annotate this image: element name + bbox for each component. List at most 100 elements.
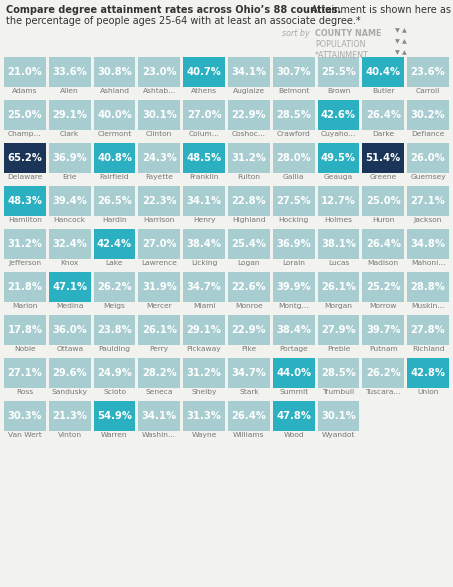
Text: 25.2%: 25.2%: [366, 282, 400, 292]
Text: Delaware: Delaware: [7, 174, 43, 180]
Text: 29.1%: 29.1%: [187, 325, 222, 335]
FancyBboxPatch shape: [362, 229, 404, 259]
FancyBboxPatch shape: [183, 229, 225, 259]
Text: 27.1%: 27.1%: [411, 196, 446, 206]
FancyBboxPatch shape: [4, 358, 46, 388]
Text: Morrow: Morrow: [370, 303, 397, 309]
Text: 34.1%: 34.1%: [231, 67, 266, 77]
Text: Geauga: Geauga: [324, 174, 353, 180]
FancyBboxPatch shape: [139, 229, 180, 259]
Text: 32.4%: 32.4%: [52, 239, 87, 249]
FancyBboxPatch shape: [362, 186, 404, 216]
Text: Clermont: Clermont: [97, 131, 132, 137]
Text: Clinton: Clinton: [146, 131, 173, 137]
Text: 39.9%: 39.9%: [276, 282, 311, 292]
FancyBboxPatch shape: [4, 401, 46, 431]
FancyBboxPatch shape: [228, 272, 270, 302]
FancyBboxPatch shape: [362, 100, 404, 130]
Text: 38.4%: 38.4%: [187, 239, 222, 249]
FancyBboxPatch shape: [228, 57, 270, 87]
Text: Seneca: Seneca: [145, 389, 173, 395]
Text: ▼: ▼: [395, 39, 400, 44]
FancyBboxPatch shape: [407, 100, 449, 130]
FancyBboxPatch shape: [407, 186, 449, 216]
Text: ▲: ▲: [402, 50, 407, 55]
Text: 34.8%: 34.8%: [410, 239, 446, 249]
Text: Lorain: Lorain: [282, 260, 305, 266]
FancyBboxPatch shape: [318, 315, 359, 345]
Text: Gallia: Gallia: [283, 174, 304, 180]
Text: Lawrence: Lawrence: [141, 260, 177, 266]
Text: 30.2%: 30.2%: [411, 110, 445, 120]
Text: Jefferson: Jefferson: [8, 260, 42, 266]
Text: the percentage of people ages 25-64 with at least an associate degree.*: the percentage of people ages 25-64 with…: [6, 16, 361, 26]
Text: Erie: Erie: [63, 174, 77, 180]
FancyBboxPatch shape: [273, 186, 314, 216]
Text: 25.5%: 25.5%: [321, 67, 356, 77]
Text: Washin...: Washin...: [142, 432, 176, 438]
Text: 34.1%: 34.1%: [187, 196, 222, 206]
Text: 48.5%: 48.5%: [187, 153, 222, 163]
FancyBboxPatch shape: [362, 272, 404, 302]
Text: 30.1%: 30.1%: [321, 411, 356, 421]
Text: Fayette: Fayette: [145, 174, 173, 180]
FancyBboxPatch shape: [228, 229, 270, 259]
Text: Morgan: Morgan: [324, 303, 352, 309]
Text: 27.5%: 27.5%: [276, 196, 311, 206]
Text: 31.9%: 31.9%: [142, 282, 177, 292]
FancyBboxPatch shape: [362, 358, 404, 388]
Text: Brown: Brown: [327, 88, 350, 94]
FancyBboxPatch shape: [318, 143, 359, 173]
Text: Madison: Madison: [368, 260, 399, 266]
Text: Tuscara...: Tuscara...: [366, 389, 401, 395]
Text: Hamilton: Hamilton: [8, 217, 42, 223]
Text: 38.4%: 38.4%: [276, 325, 311, 335]
FancyBboxPatch shape: [273, 358, 314, 388]
Text: ▲: ▲: [402, 28, 407, 33]
Text: Colum...: Colum...: [188, 131, 220, 137]
Text: Coshoc...: Coshoc...: [232, 131, 266, 137]
FancyBboxPatch shape: [139, 143, 180, 173]
FancyBboxPatch shape: [94, 358, 135, 388]
Text: 21.0%: 21.0%: [7, 67, 42, 77]
Text: 26.2%: 26.2%: [366, 368, 400, 378]
Text: 38.1%: 38.1%: [321, 239, 356, 249]
FancyBboxPatch shape: [49, 186, 91, 216]
Text: 65.2%: 65.2%: [7, 153, 42, 163]
Text: Wood: Wood: [284, 432, 304, 438]
Text: 27.1%: 27.1%: [7, 368, 42, 378]
Text: 28.0%: 28.0%: [276, 153, 311, 163]
Text: 34.1%: 34.1%: [142, 411, 177, 421]
Text: Henry: Henry: [193, 217, 215, 223]
Text: Hancock: Hancock: [53, 217, 86, 223]
Text: Sandusky: Sandusky: [52, 389, 88, 395]
FancyBboxPatch shape: [94, 143, 135, 173]
FancyBboxPatch shape: [94, 229, 135, 259]
Text: Meigs: Meigs: [104, 303, 125, 309]
FancyBboxPatch shape: [318, 186, 359, 216]
FancyBboxPatch shape: [94, 272, 135, 302]
FancyBboxPatch shape: [228, 358, 270, 388]
Text: 26.1%: 26.1%: [321, 282, 356, 292]
Text: Putnam: Putnam: [369, 346, 398, 352]
Text: Marion: Marion: [12, 303, 38, 309]
Text: Vinton: Vinton: [58, 432, 82, 438]
FancyBboxPatch shape: [139, 57, 180, 87]
Text: Guernsey: Guernsey: [410, 174, 446, 180]
Text: Shelby: Shelby: [191, 389, 217, 395]
FancyBboxPatch shape: [273, 401, 314, 431]
Text: Logan: Logan: [237, 260, 260, 266]
FancyBboxPatch shape: [407, 272, 449, 302]
Text: 27.0%: 27.0%: [187, 110, 222, 120]
Text: 26.5%: 26.5%: [97, 196, 132, 206]
Text: Lake: Lake: [106, 260, 123, 266]
FancyBboxPatch shape: [139, 401, 180, 431]
Text: 12.7%: 12.7%: [321, 196, 356, 206]
Text: 25.4%: 25.4%: [231, 239, 266, 249]
FancyBboxPatch shape: [49, 100, 91, 130]
FancyBboxPatch shape: [4, 57, 46, 87]
Text: 24.9%: 24.9%: [97, 368, 132, 378]
Text: 39.4%: 39.4%: [52, 196, 87, 206]
Text: 49.5%: 49.5%: [321, 153, 356, 163]
Text: 51.4%: 51.4%: [366, 153, 401, 163]
